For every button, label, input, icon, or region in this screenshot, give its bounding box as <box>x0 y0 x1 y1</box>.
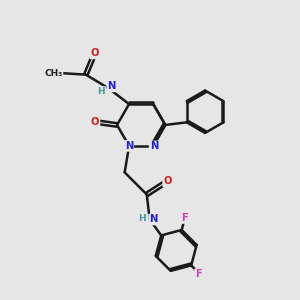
Text: H: H <box>98 87 105 96</box>
Text: N: N <box>149 214 158 224</box>
Text: O: O <box>90 48 99 59</box>
Text: H: H <box>138 214 145 223</box>
Text: F: F <box>195 269 202 279</box>
Text: N: N <box>125 141 133 151</box>
Text: O: O <box>163 176 172 186</box>
Text: O: O <box>91 117 100 127</box>
Text: N: N <box>107 81 116 92</box>
Text: CH₃: CH₃ <box>44 69 62 78</box>
Text: N: N <box>150 142 158 152</box>
Text: F: F <box>182 213 188 223</box>
